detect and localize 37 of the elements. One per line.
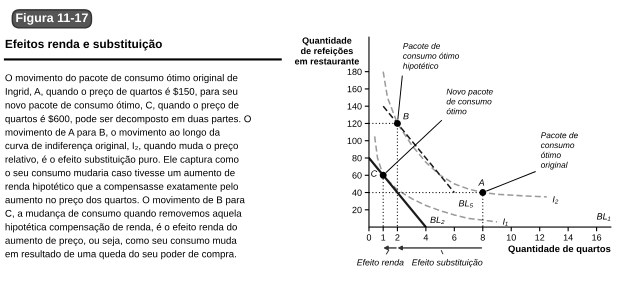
data-label: B (403, 113, 409, 120)
text: Efeito substituição (412, 259, 482, 268)
x-tick-label: 12 (535, 234, 544, 241)
annotation: Novo pacote de consumo ótimo (446, 88, 493, 114)
x-tick-label: 10 (506, 234, 516, 241)
y-tick-label: 100 (348, 138, 362, 144)
series-label: BL₅ (458, 200, 474, 208)
y-tick-label: 120 (348, 120, 362, 127)
text: Efeito renda (357, 259, 404, 266)
text: O movimento do pacote de consumo ótimo original de Ingrid, A, quando o preço de quartos é $150, para seu novo pacote de consumo ótimo, C, quando o preço de quartos é $600, pode ser decomposto em duas partes. O movimento de A para B, o movimento ao longo da curva de indiferença original, I₂, quando muda o preço relativo, é o efeito substituição puro. Ele captura como o seu consumo mudaria caso tivesse um aumento de renda hipotético que a compensasse exatamente pelo aumento no preço dos quartos. O movimento de B para C, a mudança de consumo quando removemos aquela hipotética compensação de renda, é o efeito renda do aumento de preço, ou seja, como seu consumo muda em resultado de uma queda do seu poder de compra. (5, 74, 251, 260)
x-tick-label: 1 (381, 234, 386, 241)
y-tick-label: 80 (352, 154, 362, 162)
annotation: Pacote de consumo ótimo original (540, 132, 578, 170)
text: Efeitos renda e substituição (6, 39, 162, 50)
text: Figura 11-17 (16, 12, 88, 25)
annotation: Pacote de consumo ótimo hipotético (402, 42, 460, 70)
x-tick-label: 2 (395, 234, 400, 241)
x-tick-label: 8 (480, 234, 485, 241)
x-tick-label: 6 (452, 234, 456, 241)
data-label: C (371, 170, 378, 177)
x-tick-label: 14 (564, 234, 573, 241)
y-tick-label: 160 (348, 86, 362, 92)
y-tick-label: 140 (348, 103, 362, 110)
series-label: I₁ (502, 218, 508, 226)
y-tick-label: 40 (352, 190, 362, 196)
x-tick-label: 0 (366, 234, 372, 241)
y-axis-title: Quantidade de refeições em restaurante (294, 37, 359, 65)
x-tick-label: 4 (424, 234, 428, 241)
series-label: BL₂ (430, 216, 444, 224)
data-label: A (478, 179, 484, 186)
x-tick-label: 16 (592, 234, 602, 241)
annotation: BL₁ (596, 213, 610, 221)
y-tick-label: 180 (348, 68, 362, 76)
x-axis-title: Quantidade de quartos (508, 245, 610, 254)
y-tick-label: 20 (352, 206, 362, 214)
series-label: I₂ (552, 196, 558, 204)
y-tick-label: 60 (352, 172, 362, 179)
